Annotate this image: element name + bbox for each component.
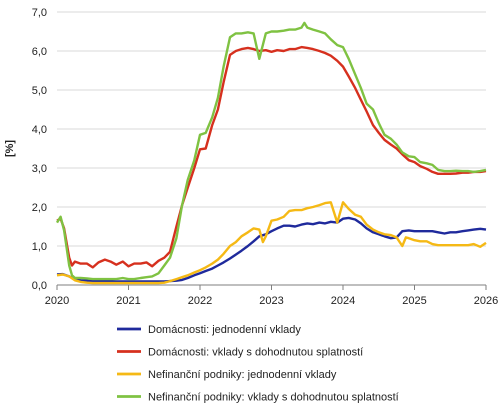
series-line-2: [56, 45, 487, 269]
y-tick-label: 4,0: [32, 124, 47, 136]
x-tick-label: 2024: [331, 295, 355, 307]
y-tick-label: 1,0: [32, 241, 47, 253]
y-tick-label: 5,0: [32, 85, 47, 97]
x-tick-label: 2022: [188, 295, 212, 307]
y-tick-label: 6,0: [32, 46, 47, 58]
legend-label: Domácnosti: jednodenní vklady: [148, 324, 301, 336]
x-tick-label: 2026: [474, 295, 498, 307]
x-tick-labels: 2020 2021 2022 2023 2024 2025 2026: [45, 295, 498, 307]
legend: Domácnosti: jednodenní vklady Domácnosti:…: [117, 324, 399, 404]
y-tick-label: 0,0: [32, 280, 47, 292]
legend-label: Nefinanční podniky: jednodenní vklady: [148, 369, 337, 381]
x-tick-label: 2020: [45, 295, 69, 307]
y-tick-label: 7,0: [32, 7, 47, 19]
y-tick-label: 3,0: [32, 163, 47, 175]
y-axis-label: [%]: [4, 140, 16, 157]
x-tick-label: 2021: [116, 295, 140, 307]
x-tick-label: 2025: [402, 295, 426, 307]
y-tick-labels: 0,0 1,0 2,0 3,0 4,0 5,0 6,0 7,0: [32, 7, 47, 292]
legend-label: Domácnosti: vklady s dohodnutou splatnos…: [148, 347, 363, 359]
series-line-4: [55, 21, 487, 281]
series-line-1: [56, 216, 487, 283]
gridlines: [57, 11, 486, 247]
series-line-3: [56, 201, 487, 285]
x-tick-label: 2023: [259, 295, 283, 307]
legend-label: Nefinanční podniky: vklady s dohodnutou …: [148, 392, 399, 404]
axes: [56, 284, 487, 290]
series-lines: [55, 21, 487, 285]
y-tick-label: 2,0: [32, 202, 47, 214]
